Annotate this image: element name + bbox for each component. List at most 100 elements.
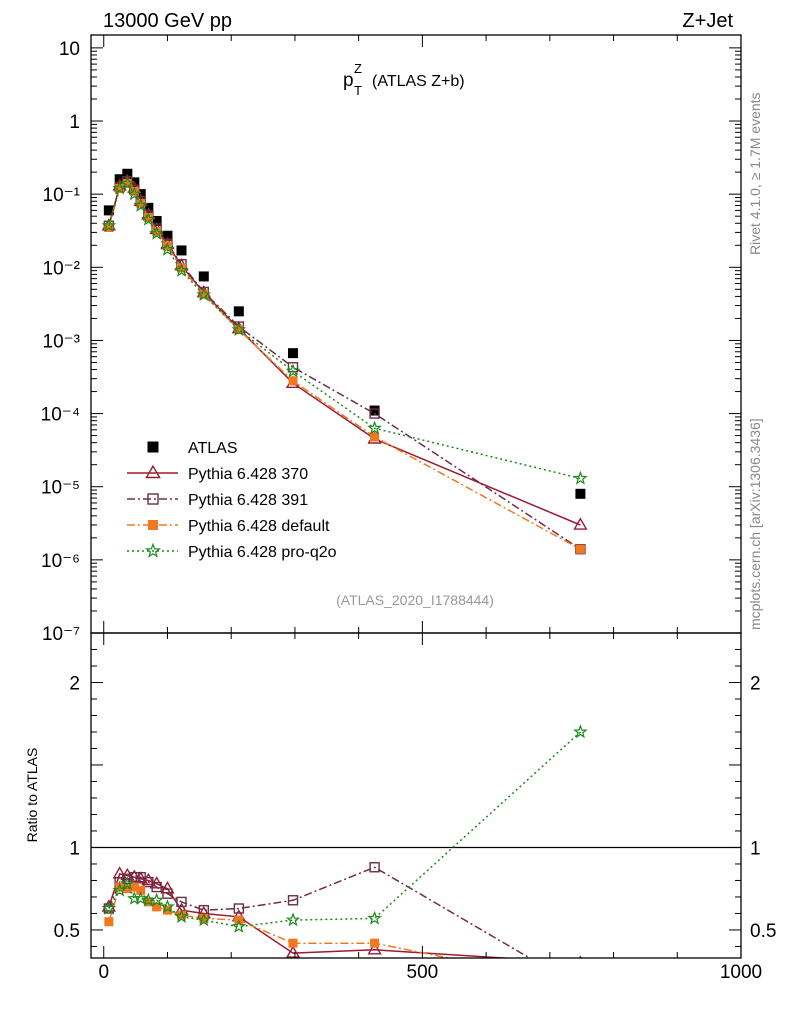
ratio-frame [90,632,742,959]
ratio-point-pythia-6-428-pro-q2o [101,900,117,915]
mc-point-pythia-6-428-pro-q2o [231,322,247,336]
ratio-point-pythia-6-428-default [162,905,172,915]
legend-marker-atlas [147,441,159,453]
mc-point-pythia-6-428-pro-q2o [120,175,135,190]
legend-label-atlas: ATLAS [188,440,238,457]
legend-marker-pythia-6-428-370 [145,464,161,479]
mc-point-pythia-6-428-pro-q2o [141,211,156,226]
mc-point-pythia-6-428-pro-q2o [127,186,142,201]
legend-marker-pythia-6-428-391 [147,493,159,505]
mc-point-pythia-6-428-default [176,263,186,273]
mc-point-pythia-6-428-default [234,325,244,335]
ratio-point-pythia-6-428-391 [129,871,140,883]
ratio-point-pythia-6-428-pro-q2o [573,724,588,739]
ratio-plot [91,724,741,992]
ratio-y-tick-label: 0.5 [54,921,80,942]
ratio-point-pythia-6-428-default [576,980,585,989]
data-point-atlas [233,306,244,317]
mc-point-pythia-6-428-pro-q2o [149,225,164,240]
mc-point-pythia-6-428-default [115,183,125,193]
line-pythia-6-428-391 [108,180,581,550]
main-plot [101,168,588,555]
legend-label-pythia-6-428-default: Pythia 6.428 default [188,518,330,535]
svg-text:T: T [354,83,362,98]
data-point-atlas [575,488,586,499]
y-tick-label: 10 [59,39,80,60]
mc-point-pythia-6-428-pro-q2o [133,197,149,212]
x-tick-label: 500 [407,962,439,983]
y-tick-label: 10⁻² [43,258,81,279]
data-point-atlas [162,230,173,241]
ratio-point-pythia-6-428-391 [176,896,187,908]
ratio-point-pythia-6-428-pro-q2o [231,918,247,933]
ratio-point-pythia-6-428-370 [285,945,301,958]
data-point-atlas [176,245,187,256]
svg-text:(ATLAS Z+b): (ATLAS Z+b) [372,73,465,90]
ratio-point-pythia-6-428-pro-q2o [367,910,382,925]
ratio-point-pythia-6-428-default [199,913,209,923]
mcplots-label: mcplots.cern.ch [arXiv:1306.3436] [747,418,763,630]
mc-point-pythia-6-428-default [370,432,380,442]
mc-point-pythia-6-428-default [143,212,153,222]
ratio-point-pythia-6-428-pro-q2o [174,909,189,923]
ratio-point-pythia-6-428-391 [151,881,162,893]
y-tick-label: 1 [69,112,80,133]
header-right: Z+Jet [682,10,733,32]
ratio-y-tick-label-right: 0.5 [750,921,776,942]
mc-point-pythia-6-428-pro-q2o [285,363,301,378]
ratio-point-pythia-6-428-391 [576,983,585,992]
ratio-line-pythia-6-428-pro-q2o [108,731,581,928]
data-point-atlas [198,271,209,282]
ratio-point-pythia-6-428-pro-q2o [285,912,301,927]
line-pythia-6-428-370 [108,180,581,526]
ratio-point-pythia-6-428-391 [233,903,245,914]
legend-label-pythia-6-428-391: Pythia 6.428 391 [188,492,308,509]
mc-point-pythia-6-428-default [162,241,172,251]
line-pythia-6-428-pro-q2o [108,182,581,480]
mc-point-pythia-6-428-default [136,198,146,208]
mc-point-pythia-6-428-pro-q2o [367,420,382,435]
svg-text:Z: Z [354,61,362,76]
ratio-point-pythia-6-428-pro-q2o [133,890,149,905]
ratio-point-pythia-6-428-370 [367,942,382,955]
mc-point-pythia-6-428-391 [369,408,380,419]
y-tick-label: 10⁻⁵ [41,478,80,499]
ratio-point-pythia-6-428-default [104,917,114,927]
svg-text:p: p [343,70,354,91]
mc-point-pythia-6-428-pro-q2o [101,218,117,232]
x-tick-label: 0 [98,962,109,983]
mc-point-pythia-6-428-default [199,289,209,299]
mc-point-pythia-6-428-default [129,186,139,196]
ratio-line-pythia-6-428-default [108,886,453,958]
ratio-y-tick-label: 1 [69,838,80,859]
mc-point-pythia-6-428-370 [573,517,588,530]
ratio-point-pythia-6-428-default [370,938,380,948]
y-tick-label: 10⁻⁴ [41,405,80,426]
ratio-point-pythia-6-428-default [136,885,146,895]
legend-label-pythia-6-428-pro-q2o: Pythia 6.428 pro-q2o [188,544,337,561]
legend-marker-pythia-6-428-default [148,520,158,530]
ratio-point-pythia-6-428-pro-q2o [196,912,212,927]
chart-title: p Z T (ATLAS Z+b) [343,61,465,98]
ratio-point-pythia-6-428-default [288,938,298,948]
y-tick-label: 10⁻⁷ [42,624,80,645]
ratio-point-pythia-6-428-default [122,884,132,894]
mc-point-pythia-6-428-default [152,226,162,236]
data-point-atlas [369,405,380,416]
y-tick-label: 10⁻⁶ [41,551,80,572]
rivet-label: Rivet 4.1.0, ≥ 1.7M events [747,92,763,255]
ratio-point-pythia-6-428-391 [287,895,299,906]
x-tick-label: 1000 [720,962,762,983]
header-left: 13000 GeV pp [103,10,232,32]
ratio-point-pythia-6-428-pro-q2o [120,876,135,890]
ratio-point-pythia-6-428-pro-q2o [160,899,175,914]
y-tick-label: 10⁻¹ [43,185,81,206]
ratio-point-pythia-6-428-default [115,882,125,892]
ratio-point-pythia-6-428-default [152,902,162,912]
ratio-point-pythia-6-428-391 [162,888,173,899]
ratio-point-pythia-6-428-default [143,897,153,907]
axes: 0 500 1000 10 1 10⁻¹ 10⁻² 10⁻³ 10⁻⁴ 10⁻⁵ 10⁻⁶ 10⁻⁷ 0… [41,34,776,983]
data-point-atlas [288,348,299,359]
analysis-tag: (ATLAS_2020_I1788444) [336,592,494,608]
ratio-point-pythia-6-428-default [176,910,186,920]
